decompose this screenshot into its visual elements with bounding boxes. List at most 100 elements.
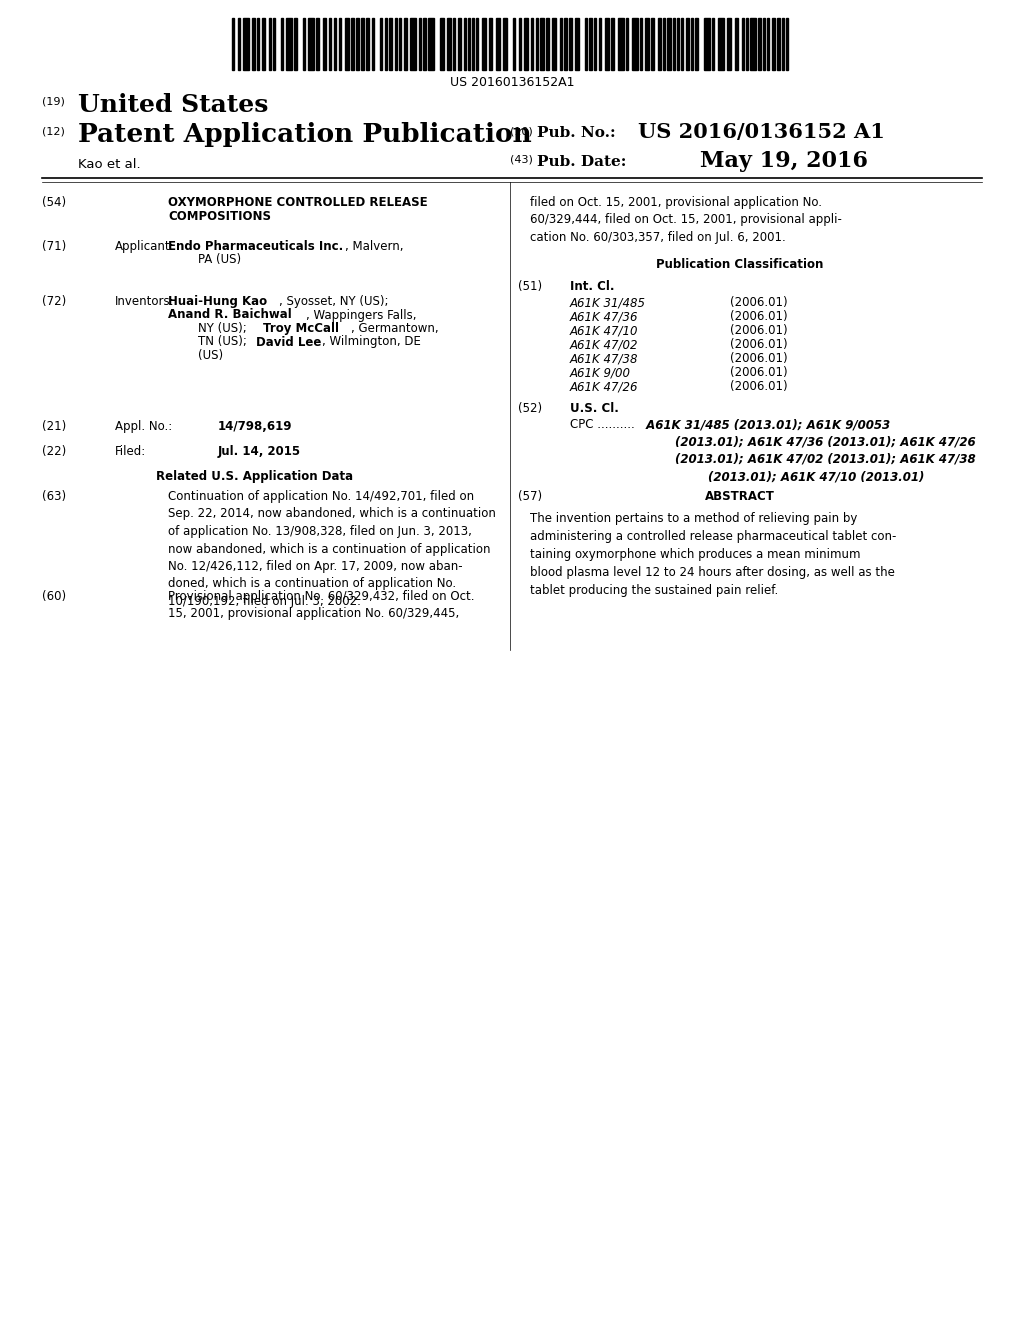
Text: , Wappingers Falls,: , Wappingers Falls, — [306, 309, 417, 322]
Text: Filed:: Filed: — [115, 445, 146, 458]
Bar — [419, 18, 421, 70]
Text: (2006.01): (2006.01) — [730, 338, 787, 351]
Text: May 19, 2016: May 19, 2016 — [700, 150, 868, 172]
Text: (2006.01): (2006.01) — [730, 310, 787, 323]
Bar — [356, 18, 359, 70]
Bar — [786, 18, 788, 70]
Bar — [524, 18, 528, 70]
Bar — [677, 18, 679, 70]
Bar — [399, 18, 401, 70]
Bar — [351, 18, 354, 70]
Bar — [404, 18, 407, 70]
Bar — [273, 18, 275, 70]
Text: , Malvern,: , Malvern, — [345, 240, 403, 253]
Text: 14/798,619: 14/798,619 — [218, 420, 293, 433]
Bar — [536, 18, 538, 70]
Bar — [564, 18, 567, 70]
Text: (10): (10) — [510, 125, 532, 136]
Text: United States: United States — [78, 92, 268, 117]
Bar — [428, 18, 434, 70]
Bar — [286, 18, 292, 70]
Text: A61K 47/02: A61K 47/02 — [570, 338, 639, 351]
Bar — [777, 18, 780, 70]
Bar — [476, 18, 478, 70]
Bar — [503, 18, 507, 70]
Bar — [589, 18, 592, 70]
Text: Applicant:: Applicant: — [115, 240, 175, 253]
Bar — [345, 18, 349, 70]
Bar — [447, 18, 451, 70]
Text: , Syosset, NY (US);: , Syosset, NY (US); — [279, 294, 388, 308]
Text: Int. Cl.: Int. Cl. — [570, 280, 614, 293]
Text: (60): (60) — [42, 590, 67, 603]
Text: Troy McCall: Troy McCall — [263, 322, 339, 335]
Bar — [468, 18, 470, 70]
Text: (54): (54) — [42, 195, 67, 209]
Bar — [329, 18, 331, 70]
Text: , Germantown,: , Germantown, — [351, 322, 438, 335]
Text: Provisional application No. 60/329,432, filed on Oct.
15, 2001, provisional appl: Provisional application No. 60/329,432, … — [168, 590, 474, 620]
Bar — [281, 18, 283, 70]
Bar — [361, 18, 364, 70]
Text: Patent Application Publication: Patent Application Publication — [78, 121, 531, 147]
Bar — [458, 18, 461, 70]
Bar — [519, 18, 521, 70]
Text: (2006.01): (2006.01) — [730, 352, 787, 366]
Text: (2006.01): (2006.01) — [730, 380, 787, 393]
Bar — [294, 18, 297, 70]
Bar — [269, 18, 271, 70]
Bar — [658, 18, 662, 70]
Text: (21): (21) — [42, 420, 67, 433]
Text: NY (US);: NY (US); — [198, 322, 247, 335]
Text: COMPOSITIONS: COMPOSITIONS — [168, 210, 271, 223]
Text: , Wilmington, DE: , Wilmington, DE — [322, 335, 421, 348]
Bar — [767, 18, 769, 70]
Text: A61K 47/10: A61K 47/10 — [570, 323, 639, 337]
Bar — [569, 18, 572, 70]
Text: Pub. No.:: Pub. No.: — [537, 125, 615, 140]
Text: A61K 47/26: A61K 47/26 — [570, 380, 639, 393]
Text: (43): (43) — [510, 154, 532, 165]
Bar — [453, 18, 455, 70]
Text: Related U.S. Application Data: Related U.S. Application Data — [157, 470, 353, 483]
Text: (71): (71) — [42, 240, 67, 253]
Bar — [252, 18, 255, 70]
Bar — [560, 18, 562, 70]
Bar — [423, 18, 426, 70]
Bar — [440, 18, 444, 70]
Bar — [718, 18, 724, 70]
Bar — [626, 18, 628, 70]
Text: Pub. Date:: Pub. Date: — [537, 154, 627, 169]
Bar — [673, 18, 675, 70]
Bar — [746, 18, 748, 70]
Bar — [705, 18, 710, 70]
Text: Continuation of application No. 14/492,701, filed on
Sep. 22, 2014, now abandone: Continuation of application No. 14/492,7… — [168, 490, 496, 609]
Bar — [735, 18, 738, 70]
Bar — [395, 18, 397, 70]
Bar — [380, 18, 382, 70]
Text: (2006.01): (2006.01) — [730, 323, 787, 337]
Text: A61K 31/485 (2013.01); A61K 9/0053
        (2013.01); A61K 47/36 (2013.01); A61K: A61K 31/485 (2013.01); A61K 9/0053 (2013… — [642, 418, 976, 483]
Bar — [232, 18, 234, 70]
Bar — [645, 18, 649, 70]
Text: (19): (19) — [42, 96, 65, 107]
Text: Kao et al.: Kao et al. — [78, 158, 140, 172]
Bar — [618, 18, 624, 70]
Bar — [540, 18, 544, 70]
Bar — [257, 18, 259, 70]
Bar — [464, 18, 466, 70]
Bar — [782, 18, 784, 70]
Text: (63): (63) — [42, 490, 67, 503]
Bar — [472, 18, 474, 70]
Text: (2006.01): (2006.01) — [730, 366, 787, 379]
Text: ABSTRACT: ABSTRACT — [706, 490, 775, 503]
Text: Endo Pharmaceuticals Inc.: Endo Pharmaceuticals Inc. — [168, 240, 343, 253]
Text: TN (US);: TN (US); — [198, 335, 247, 348]
Bar — [763, 18, 765, 70]
Text: OXYMORPHONE CONTROLLED RELEASE: OXYMORPHONE CONTROLLED RELEASE — [168, 195, 428, 209]
Text: A61K 47/36: A61K 47/36 — [570, 310, 639, 323]
Text: CPC ..........: CPC .......... — [570, 418, 635, 432]
Bar — [339, 18, 341, 70]
Bar — [489, 18, 492, 70]
Bar — [611, 18, 614, 70]
